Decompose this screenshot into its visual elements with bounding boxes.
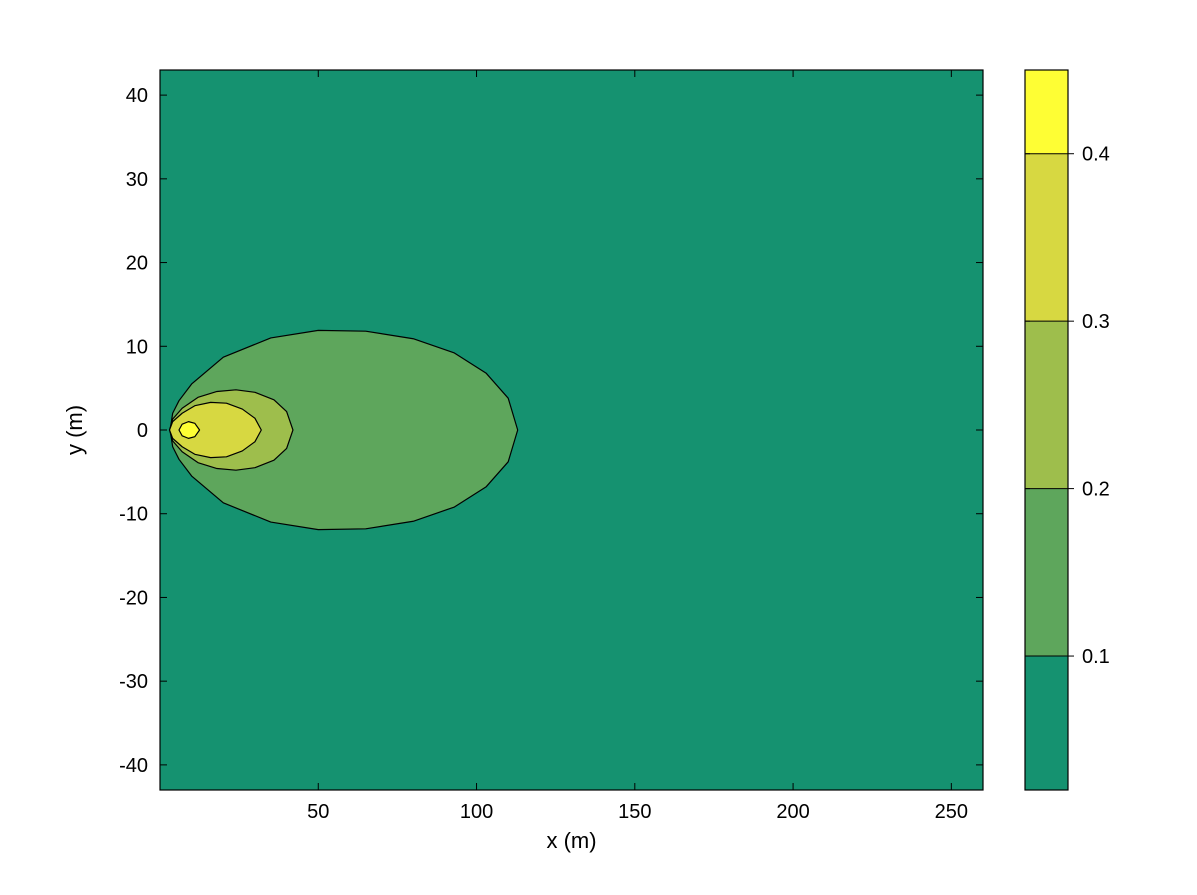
- svg-text:30: 30: [126, 169, 148, 191]
- svg-text:20: 20: [126, 253, 148, 275]
- svg-text:10: 10: [126, 336, 148, 358]
- svg-text:0.3: 0.3: [1082, 311, 1110, 333]
- contour-chart: 50 100 150 200 250 -40 -30 -20 -10 0 10 20 30 40 x (m)…: [0, 0, 1197, 895]
- svg-text:50: 50: [307, 801, 329, 823]
- svg-text:0.4: 0.4: [1082, 144, 1110, 166]
- svg-text:-10: -10: [119, 504, 148, 526]
- svg-text:-40: -40: [119, 755, 148, 777]
- svg-text:150: 150: [618, 801, 651, 823]
- svg-text:40: 40: [126, 85, 148, 107]
- svg-text:0.2: 0.2: [1082, 479, 1110, 501]
- svg-text:200: 200: [776, 801, 809, 823]
- svg-text:x (m): x (m): [546, 828, 596, 853]
- svg-text:0: 0: [137, 420, 148, 442]
- svg-text:250: 250: [935, 801, 968, 823]
- svg-text:0.1: 0.1: [1082, 646, 1110, 668]
- chart-svg: 50 100 150 200 250 -40 -30 -20 -10 0 10 20 30 40 x (m)…: [0, 0, 1197, 895]
- svg-text:-20: -20: [119, 587, 148, 609]
- svg-text:100: 100: [460, 801, 493, 823]
- svg-text:y (m): y (m): [62, 405, 87, 455]
- svg-text:-30: -30: [119, 671, 148, 693]
